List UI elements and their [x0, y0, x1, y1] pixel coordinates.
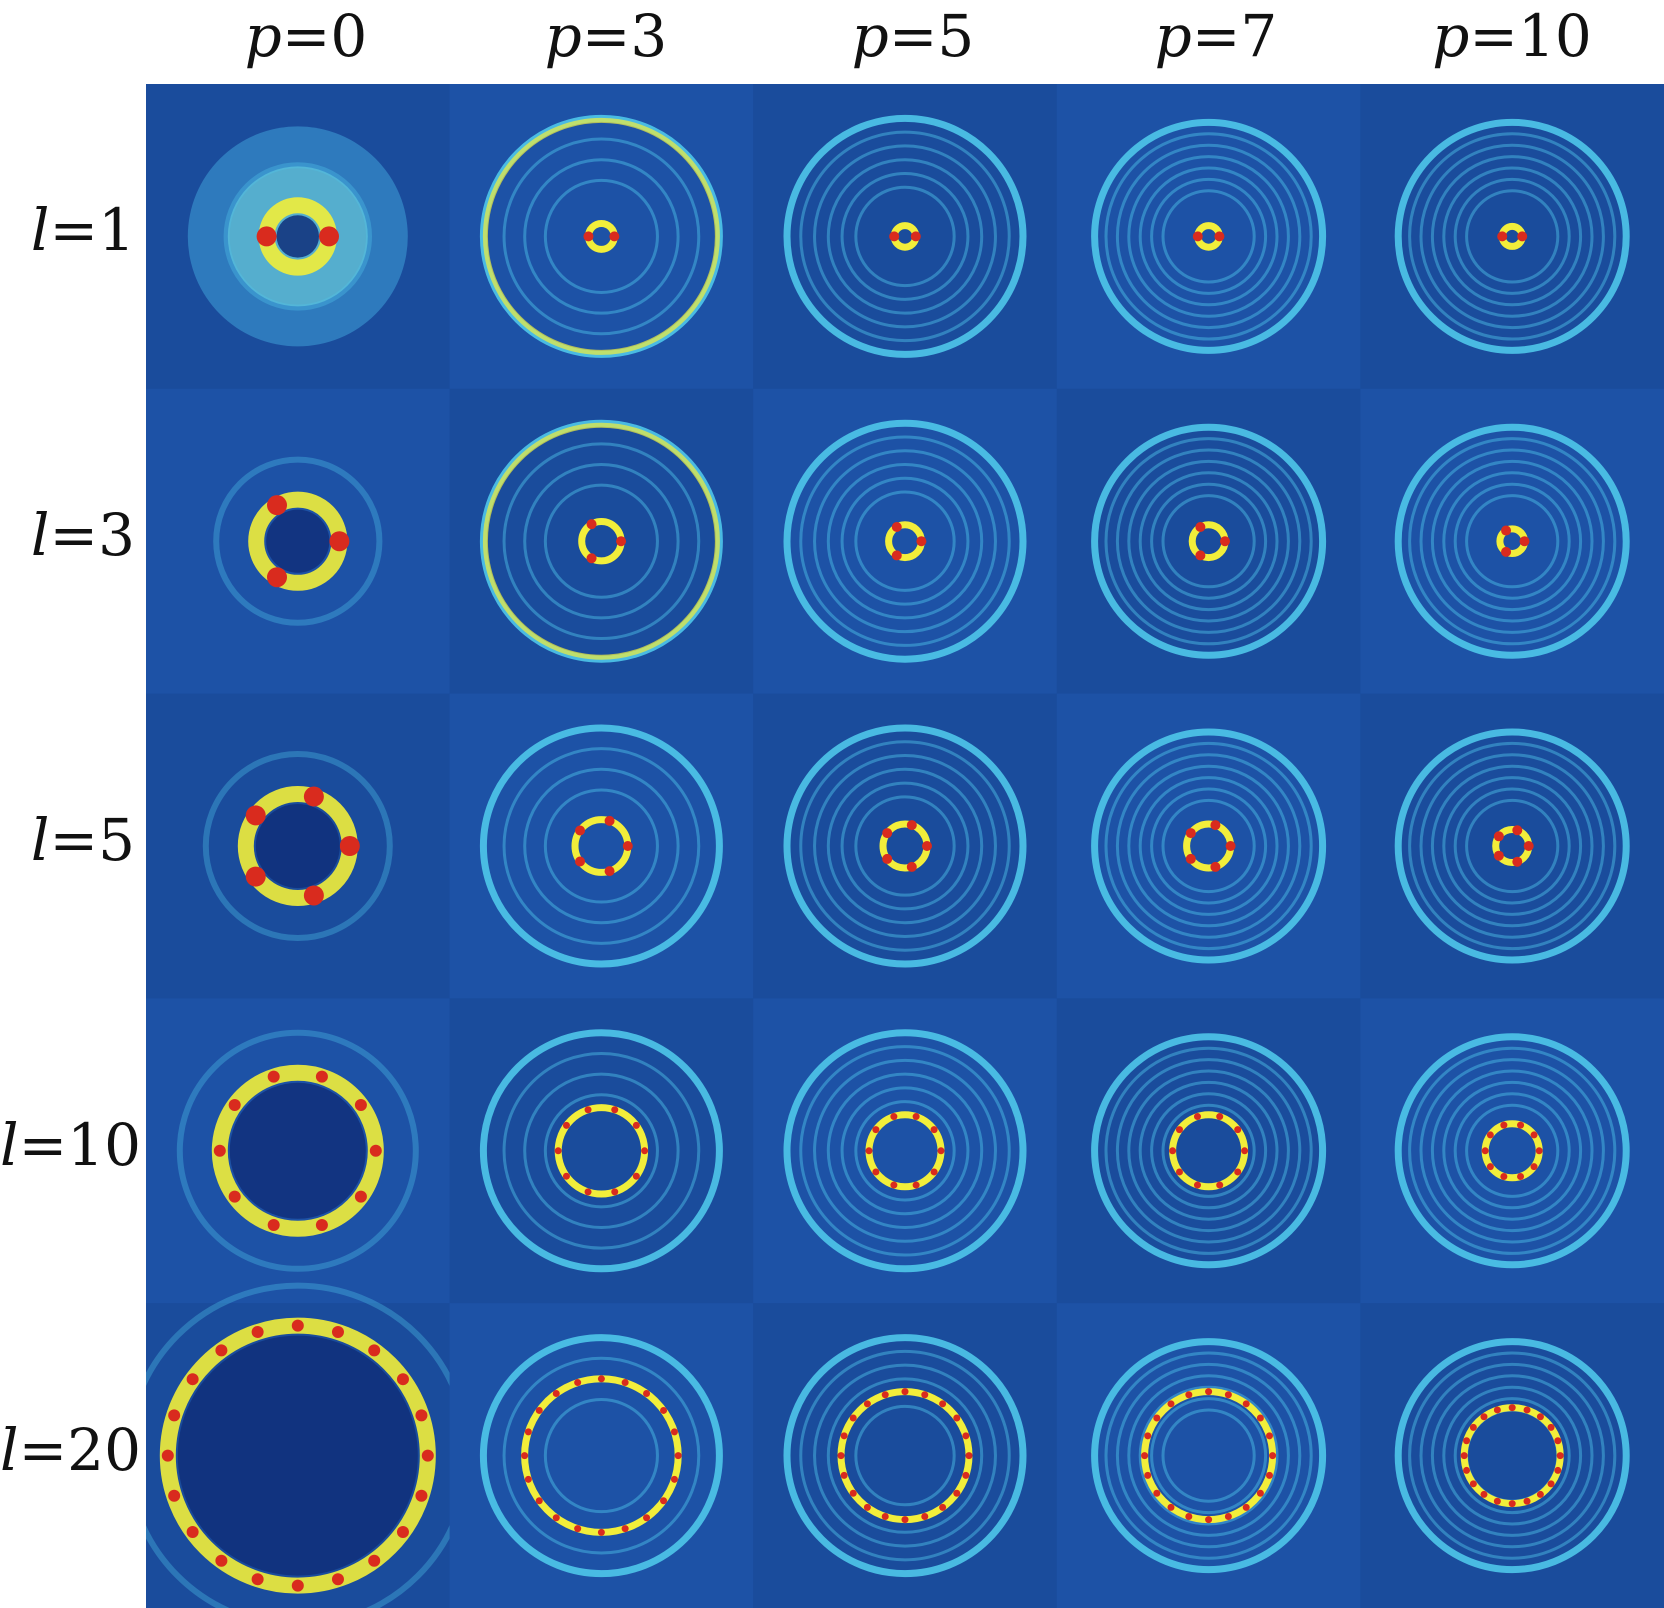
pattern-cell: [1056, 388, 1361, 694]
pattern-cell: [449, 84, 754, 389]
row-header-l10: l=10: [0, 1111, 141, 1179]
pattern-cell: [146, 998, 450, 1304]
pattern-cell: [1360, 388, 1664, 694]
pattern-cell: [1360, 693, 1664, 999]
pattern-cell: [1360, 84, 1664, 389]
column-header-p7: p=7: [1154, 2, 1278, 70]
pattern-cell: [1360, 998, 1664, 1304]
pattern-cell: [449, 1303, 754, 1608]
pattern-cell: [753, 1303, 1057, 1608]
intensity-pattern-grid: [146, 84, 1664, 1608]
pattern-cell: [1360, 1303, 1664, 1608]
row-header-l3: l=3: [30, 501, 135, 569]
column-header-p5: p=5: [851, 2, 975, 70]
row-header-l20: l=20: [0, 1416, 141, 1484]
pattern-cell: [449, 693, 754, 999]
pattern-cell: [146, 693, 450, 999]
row-header-l5: l=5: [30, 806, 135, 874]
pattern-cell: [753, 388, 1057, 694]
intensity-pattern-svg: [146, 84, 1664, 1608]
pattern-cell: [449, 998, 754, 1304]
pattern-cell: [1056, 998, 1361, 1304]
column-header-p0: p=0: [244, 2, 368, 70]
pattern-cell: [1056, 1303, 1361, 1608]
pattern-cell: [753, 693, 1057, 999]
pattern-cell: [1056, 693, 1361, 999]
pattern-cell: [146, 1282, 471, 1608]
column-header-p3: p=3: [544, 2, 668, 70]
column-header-p10: p=10: [1432, 2, 1592, 70]
pattern-cell: [146, 388, 450, 694]
pattern-cell: [753, 998, 1057, 1304]
pattern-cell: [449, 388, 754, 694]
pattern-cell: [1056, 84, 1361, 389]
pattern-cell: [753, 84, 1057, 389]
row-header-l1: l=1: [30, 196, 135, 264]
pattern-cell: [146, 84, 450, 389]
